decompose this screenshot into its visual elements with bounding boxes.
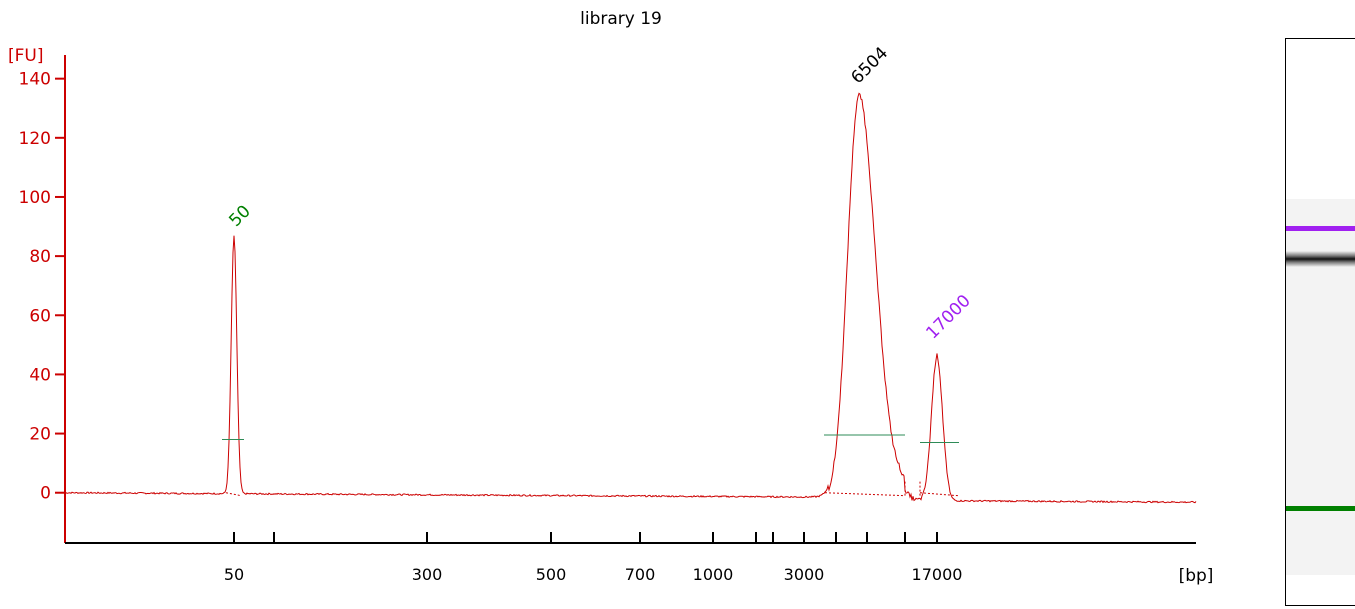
upper-marker-band bbox=[1286, 226, 1355, 231]
chart-title: library 19 bbox=[580, 9, 662, 29]
y-tick-label-0: 0 bbox=[40, 484, 51, 504]
peak-label-6504: 6504 bbox=[847, 43, 892, 88]
peak-width-markers bbox=[222, 434, 959, 443]
peak-label-50: 50 bbox=[225, 202, 254, 231]
gel-image bbox=[1285, 38, 1355, 606]
lower-marker-band bbox=[1286, 506, 1355, 511]
y-tick-label-100: 100 bbox=[19, 188, 51, 208]
x-tick-label-1000: 1000 bbox=[693, 565, 734, 584]
peak-6504-baseline bbox=[824, 492, 906, 497]
peak-label-17000: 17000 bbox=[922, 291, 974, 343]
x-tick-label-3000: 3000 bbox=[784, 565, 825, 584]
y-tick-label-40: 40 bbox=[29, 365, 51, 385]
y-axis-label: [FU] bbox=[8, 46, 44, 66]
y-tick-label-140: 140 bbox=[19, 70, 51, 90]
sample-band bbox=[1286, 251, 1355, 267]
x-tick-label-700: 700 bbox=[625, 565, 656, 584]
electropherogram-chart: library 19 [FU] [bp] 020406080100120140 … bbox=[8, 9, 1214, 586]
y-tick-label-120: 120 bbox=[19, 129, 51, 149]
fluorescence-trace bbox=[64, 92, 1197, 504]
peak-50-baseline bbox=[225, 492, 242, 497]
x-tick-label-17000: 17000 bbox=[912, 565, 963, 584]
x-tick-label-50: 50 bbox=[224, 565, 244, 584]
y-tick-label-20: 20 bbox=[29, 425, 51, 445]
peak-labels: 50 6504 17000 bbox=[225, 43, 974, 343]
y-axis-ticks: 0 20 40 60 80 100 120 140 bbox=[19, 70, 65, 504]
peak-17000-baseline bbox=[919, 492, 959, 497]
x-tick-label-500: 500 bbox=[536, 565, 567, 584]
x-axis-label: [bp] bbox=[1179, 566, 1214, 586]
y-tick-label-60: 60 bbox=[29, 306, 51, 326]
x-axis-ticks: 50 300 500 700 1000 3000 17000 bbox=[224, 532, 963, 584]
y-tick-label-80: 80 bbox=[29, 247, 51, 267]
x-tick-label-300: 300 bbox=[412, 565, 443, 584]
